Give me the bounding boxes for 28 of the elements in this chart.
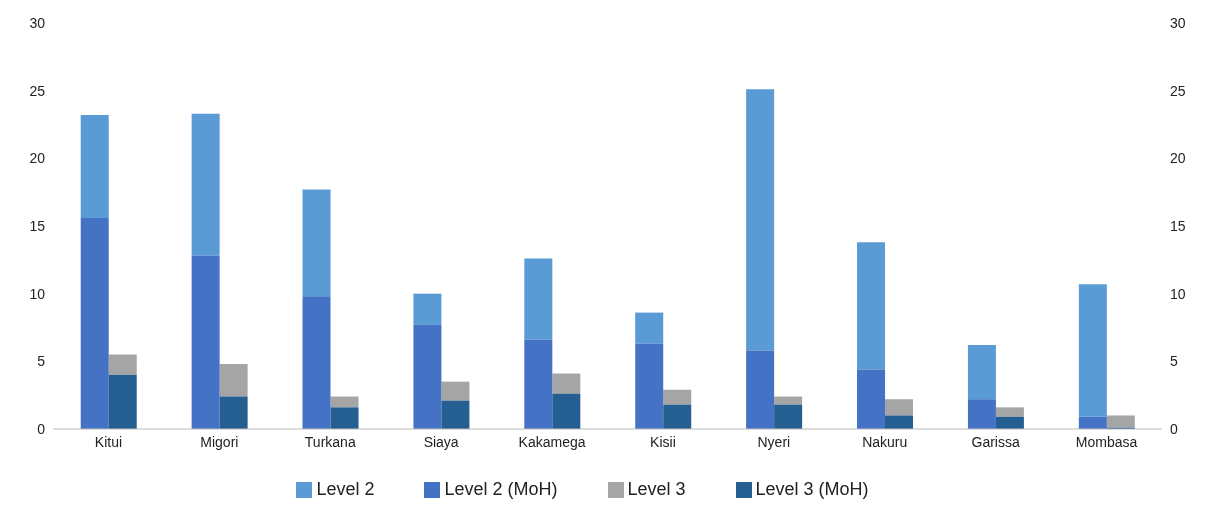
x-tick-label: Garissa	[971, 433, 1020, 450]
x-tick-label: Nyeri	[757, 433, 791, 450]
legend-label: Level 2 (MoH)	[444, 479, 558, 499]
x-tick-label: Nakuru	[862, 433, 908, 450]
y2-tick-label: 20	[1170, 150, 1186, 167]
y2-tick-label: 0	[1170, 420, 1178, 437]
y2-tick-label: 5	[1170, 353, 1178, 370]
x-tick-label: Kisii	[650, 433, 676, 450]
y-tick-label: 15	[29, 217, 46, 234]
y-tick-label: 5	[37, 353, 46, 370]
legend-label: Level 3	[627, 479, 686, 499]
y2-tick-label: 15	[1170, 217, 1186, 234]
y-tick-label: 25	[29, 82, 46, 99]
x-tick-label: Kitui	[94, 433, 123, 450]
x-tick-label: Migori	[200, 433, 239, 450]
y-tick-label: 10	[29, 285, 46, 302]
y2-tick-label: 30	[1170, 14, 1186, 31]
x-tick-label: Siaya	[423, 433, 459, 450]
x-tick-label: Kakamega	[518, 433, 586, 450]
y-tick-label: 30	[29, 14, 46, 31]
y-tick-label: 20	[29, 150, 46, 167]
y2-tick-label: 25	[1170, 82, 1186, 99]
x-tick-label: Turkana	[304, 433, 356, 450]
y2-tick-label: 10	[1170, 285, 1186, 302]
x-tick-label: Mombasa	[1075, 433, 1138, 450]
legend-label: Level 3 (MoH)	[755, 479, 869, 499]
legend-label: Level 2	[316, 479, 375, 499]
y-tick-label: 0	[37, 420, 46, 437]
